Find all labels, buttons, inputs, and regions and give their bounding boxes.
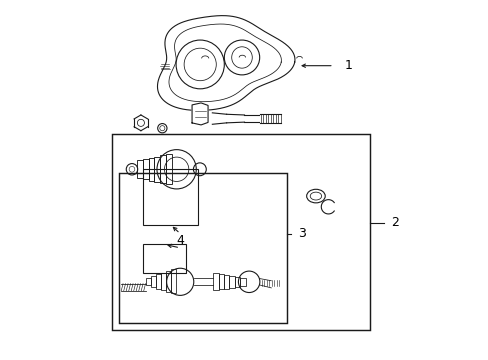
Polygon shape [192, 103, 207, 125]
Bar [213, 273, 218, 291]
Bar [229, 276, 234, 288]
Bar [143, 159, 148, 180]
Text: 1: 1 [344, 59, 352, 72]
Bar [151, 276, 156, 287]
Bar [240, 278, 245, 286]
Bar [218, 274, 224, 289]
Bar [142, 244, 185, 273]
Bar [142, 169, 198, 225]
Bar [156, 274, 161, 289]
Bar [154, 157, 160, 182]
Bar [160, 156, 165, 183]
Bar [137, 160, 143, 178]
Bar [234, 277, 240, 287]
Bar [161, 273, 166, 290]
Bar [148, 158, 154, 181]
Bar [119, 173, 287, 323]
Bar [112, 134, 369, 330]
Text: 4: 4 [176, 234, 184, 247]
Bar [146, 278, 151, 285]
Bar [165, 154, 171, 184]
Bar [171, 270, 176, 293]
Bar [224, 275, 229, 289]
Text: 2: 2 [390, 216, 398, 229]
Bar [166, 271, 171, 292]
Text: 3: 3 [298, 227, 305, 240]
